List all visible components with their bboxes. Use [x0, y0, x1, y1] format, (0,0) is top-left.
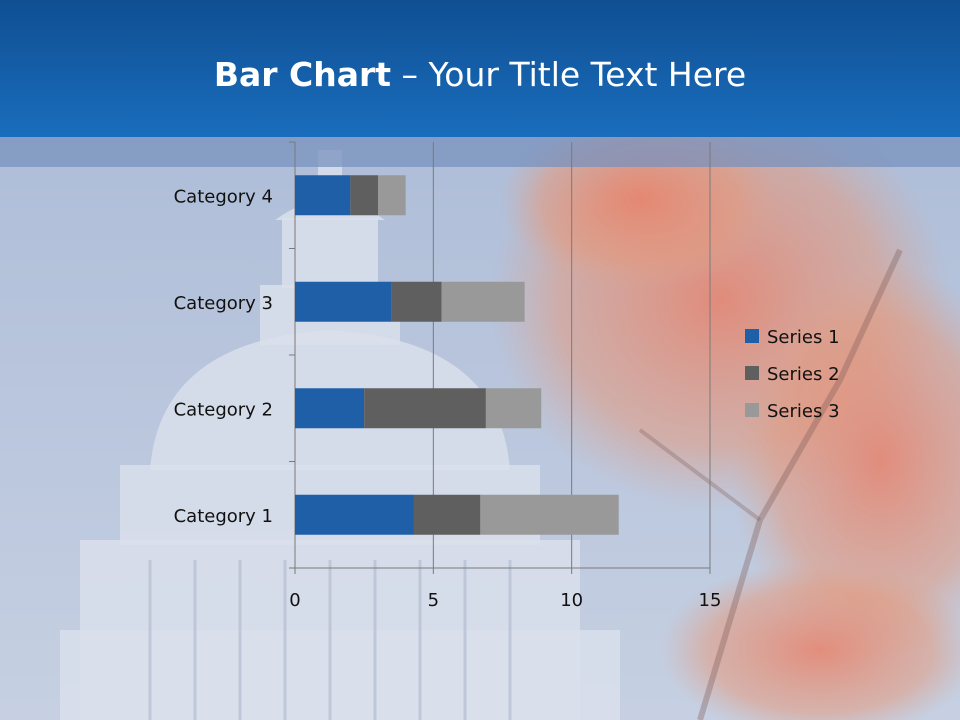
x-tick-label-15: 15 — [699, 590, 722, 611]
category-label-3: Category 3 — [174, 293, 273, 314]
bar-3-series-3 — [441, 281, 525, 322]
bar-1-series-1 — [295, 494, 414, 535]
bar-4-series-2 — [350, 175, 378, 216]
legend-swatch-series-1 — [745, 329, 759, 343]
bar-1-series-3 — [480, 494, 619, 535]
bar-1-series-2 — [413, 494, 481, 535]
legend-swatch-series-2 — [745, 366, 759, 380]
title-band — [0, 137, 960, 167]
bar-3-series-1 — [295, 281, 392, 322]
bar-2-series-2 — [364, 388, 486, 429]
title-bar — [0, 0, 960, 137]
bar-2-series-1 — [295, 388, 365, 429]
bar-2-series-3 — [485, 388, 542, 429]
category-label-4: Category 4 — [174, 186, 273, 207]
legend-swatch-series-3 — [745, 403, 759, 417]
slide-title-rest: – Your Title Text Here — [391, 55, 747, 94]
legend-label-series-2: Series 2 — [767, 364, 840, 385]
legend-label-series-1: Series 1 — [767, 327, 840, 348]
legend-label-series-3: Series 3 — [767, 401, 840, 422]
x-tick-label-5: 5 — [428, 590, 439, 611]
slide-title: Bar Chart – Your Title Text Here — [0, 52, 960, 98]
bar-3-series-2 — [391, 281, 442, 322]
bar-4-series-3 — [378, 175, 406, 216]
bar-4-series-1 — [295, 175, 351, 216]
category-label-1: Category 1 — [174, 506, 273, 527]
x-tick-label-10: 10 — [560, 590, 583, 611]
slide-title-bold: Bar Chart — [213, 55, 392, 94]
category-label-2: Category 2 — [174, 399, 273, 420]
foliage-decoration — [490, 90, 960, 720]
x-tick-label-0: 0 — [289, 590, 300, 611]
